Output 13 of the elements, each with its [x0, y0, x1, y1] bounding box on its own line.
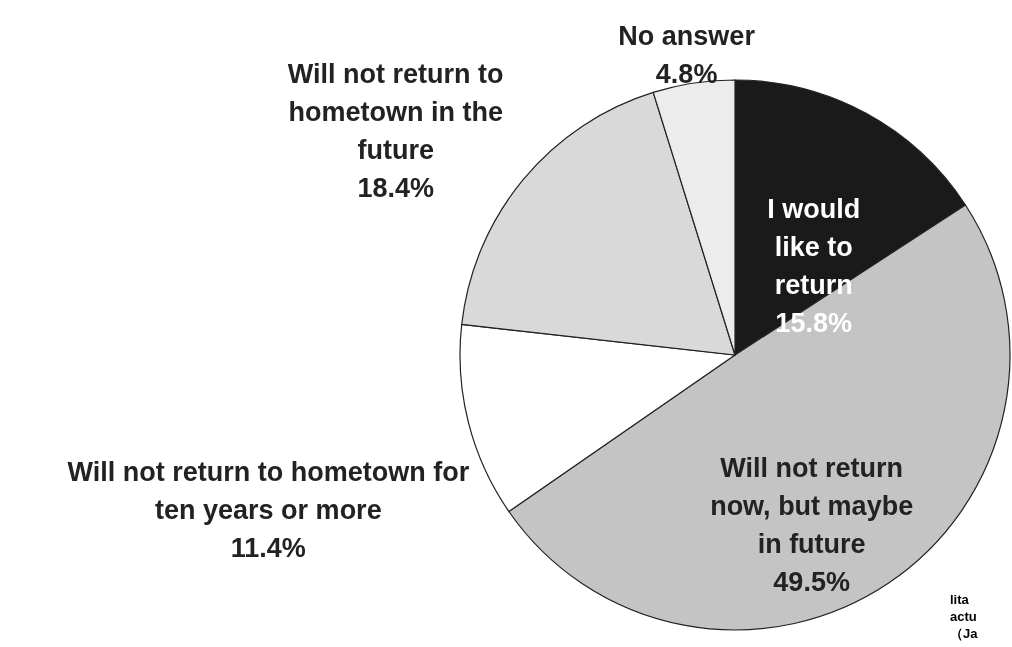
text: （Ja: [950, 626, 979, 641]
text: actu: [950, 609, 977, 624]
slice-label: Will not return to hometown in the future: [287, 58, 504, 165]
slice-label: Will not return now, but maybe in future: [710, 453, 914, 560]
slice-label: Will not return to hometown for ten years or more: [67, 456, 470, 525]
text: lita: [950, 592, 970, 607]
slice-label: I would like to return: [767, 193, 861, 300]
data-label: 18.4%: [357, 172, 435, 203]
data-label: 49.5%: [773, 567, 850, 598]
data-label: 15.8%: [775, 307, 852, 338]
data-label: 4.8%: [655, 58, 718, 89]
slice-label: No answer: [618, 20, 756, 51]
data-label: 11.4%: [230, 532, 306, 563]
